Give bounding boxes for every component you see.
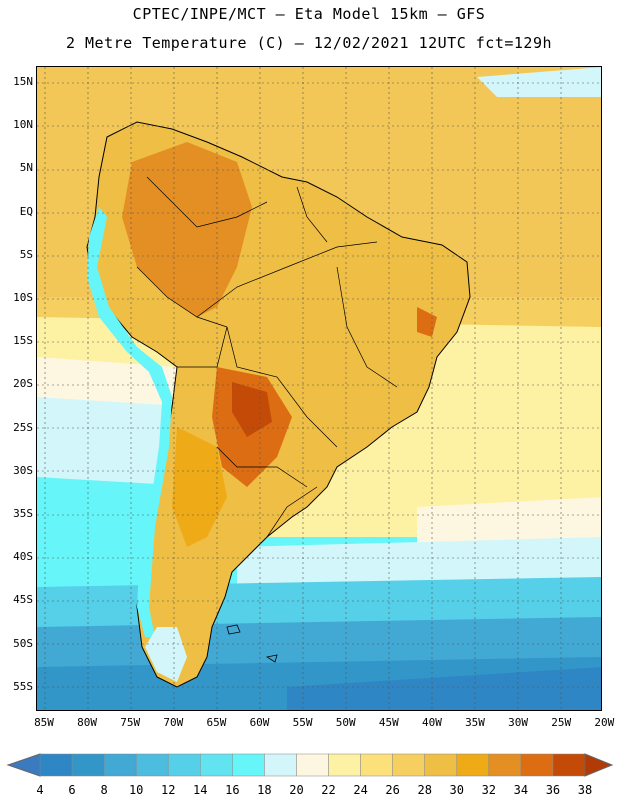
lon-label: 45W	[378, 716, 399, 729]
colorbar-swatch	[39, 753, 73, 777]
lat-label: 25S	[13, 420, 33, 434]
colorbar-label: 12	[161, 783, 176, 797]
lat-label: 5N	[19, 161, 33, 175]
title-line-2: 2 Metre Temperature (C) – 12/02/2021 12U…	[65, 34, 553, 52]
lat-label: 15S	[13, 334, 33, 348]
colorbar-swatch	[520, 753, 554, 777]
colorbar-swatch	[552, 753, 586, 777]
colorbar-swatch	[232, 753, 265, 777]
colorbar-swatch	[103, 753, 137, 777]
colorbar-graphic	[6, 753, 614, 777]
lat-label: 30S	[13, 463, 33, 477]
colorbar-label: 32	[481, 783, 497, 797]
lon-label: 65W	[206, 716, 227, 729]
colorbar-swatch	[488, 753, 522, 777]
lat-label: 40S	[13, 550, 33, 564]
lon-label: 55W	[292, 716, 313, 729]
lat-label: 50S	[13, 636, 33, 650]
colorbar-label: 22	[321, 783, 336, 797]
colorbar-label: 34	[513, 783, 529, 797]
lon-label: 70W	[163, 716, 184, 729]
title-line-1: CPTEC/INPE/MCT – Eta Model 15km – GFS	[132, 5, 486, 23]
lon-label: 20W	[594, 716, 615, 729]
colorbar-swatch	[424, 753, 458, 777]
colorbar-label: 28	[417, 783, 432, 797]
lat-label: 5S	[19, 247, 33, 261]
colorbar-label: 16	[225, 783, 240, 797]
colorbar-swatch	[135, 753, 169, 777]
colorbar-label: 8	[100, 783, 108, 797]
colorbar-label: 18	[257, 783, 272, 797]
colorbar-swatch	[328, 753, 361, 777]
country-borders	[136, 176, 398, 538]
lon-label: 35W	[465, 716, 485, 729]
lon-label: 25W	[551, 716, 572, 729]
temperature-map	[36, 66, 602, 711]
lon-label: 30W	[508, 716, 529, 729]
colorbar-swatch	[296, 753, 329, 777]
lon-label: 85W	[34, 716, 54, 729]
colorbar-label: 36	[545, 783, 561, 797]
colorbar-label: 20	[289, 783, 304, 797]
colorbar-swatch	[71, 753, 105, 777]
lon-label: 80W	[77, 716, 98, 729]
lon-label: 60W	[249, 716, 270, 729]
colorbar-arrow-low	[6, 753, 41, 777]
colorbar-swatch	[264, 753, 297, 777]
colorbar-label: 10	[128, 783, 144, 797]
lat-label: 35S	[13, 507, 33, 520]
colorbar-label: 38	[577, 783, 593, 797]
lat-label: 10S	[13, 291, 33, 304]
lon-label: 40W	[421, 716, 442, 729]
colorbar-swatch	[360, 753, 393, 777]
colorbar-label: 24	[353, 783, 368, 797]
colorbar-label: 26	[385, 783, 400, 797]
lat-label: EQ	[19, 204, 33, 218]
lon-label: 50W	[335, 716, 356, 729]
lat-label: 10N	[13, 118, 33, 132]
colorbar-label: 4	[36, 783, 44, 797]
lon-label: 75W	[120, 716, 141, 729]
colorbar-label: 30	[449, 783, 464, 797]
lat-label: 55S	[13, 679, 33, 693]
colorbar-arrow-high	[584, 753, 614, 777]
colorbar-label: 14	[193, 783, 208, 797]
lat-label: 20S	[13, 377, 33, 391]
lat-label: 45S	[13, 593, 33, 607]
lat-label: 15N	[13, 75, 33, 88]
graticule	[37, 67, 601, 710]
colorbar-swatch	[456, 753, 490, 777]
colorbar-label: 6	[68, 783, 76, 797]
colorbar-swatch	[167, 753, 201, 777]
map-canvas	[37, 67, 601, 710]
colorbar-swatch	[200, 753, 233, 777]
colorbar-swatch	[392, 753, 425, 777]
